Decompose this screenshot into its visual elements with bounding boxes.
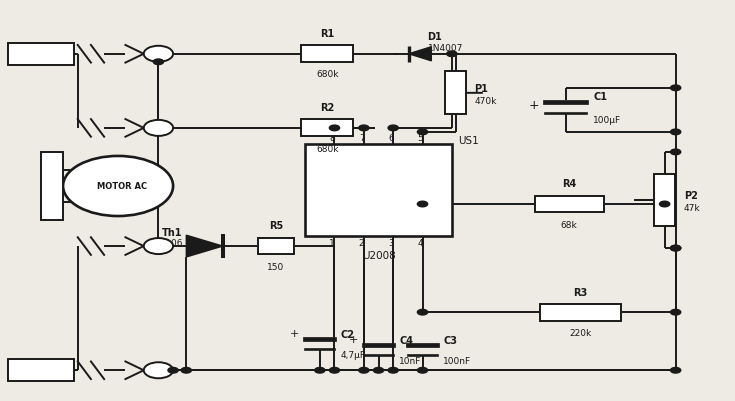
Circle shape <box>359 126 369 132</box>
Text: TIC106: TIC106 <box>151 239 182 248</box>
Circle shape <box>670 150 681 155</box>
Text: 4: 4 <box>155 365 162 375</box>
Text: 220k: 220k <box>569 328 592 337</box>
Circle shape <box>315 368 325 373</box>
FancyBboxPatch shape <box>540 304 620 321</box>
Text: 5: 5 <box>417 134 423 143</box>
Text: US1: US1 <box>458 136 478 146</box>
FancyBboxPatch shape <box>535 196 603 213</box>
Text: 2: 2 <box>359 238 365 247</box>
Polygon shape <box>186 235 223 257</box>
Circle shape <box>154 60 164 65</box>
FancyBboxPatch shape <box>258 238 294 255</box>
Text: 47k: 47k <box>684 203 700 212</box>
FancyBboxPatch shape <box>445 72 466 115</box>
Text: R2: R2 <box>320 103 334 113</box>
Text: ~220V: ~220V <box>26 366 57 375</box>
Text: U2008: U2008 <box>362 251 395 260</box>
FancyBboxPatch shape <box>654 174 675 227</box>
Text: R3: R3 <box>573 287 587 297</box>
Text: 1: 1 <box>155 50 162 60</box>
FancyBboxPatch shape <box>8 359 74 381</box>
Text: 68k: 68k <box>561 220 578 229</box>
Circle shape <box>417 310 428 315</box>
Text: C4: C4 <box>399 335 413 345</box>
Text: 2: 2 <box>155 124 162 134</box>
Circle shape <box>670 130 681 136</box>
Text: +: + <box>348 334 358 344</box>
FancyBboxPatch shape <box>301 120 354 137</box>
Circle shape <box>417 368 428 373</box>
Text: 150: 150 <box>268 262 284 271</box>
Circle shape <box>670 310 681 315</box>
Text: MOTOR AC: MOTOR AC <box>97 182 147 191</box>
Circle shape <box>670 86 681 91</box>
Circle shape <box>417 130 428 136</box>
Text: 3: 3 <box>388 238 394 247</box>
FancyBboxPatch shape <box>301 46 354 63</box>
Text: 100μF: 100μF <box>593 116 622 125</box>
Text: 680k: 680k <box>316 144 338 153</box>
Text: +: + <box>528 99 539 112</box>
Circle shape <box>388 368 398 373</box>
Text: 10nF: 10nF <box>399 356 421 365</box>
Text: R4: R4 <box>562 179 576 189</box>
Circle shape <box>144 239 173 255</box>
Polygon shape <box>409 48 431 62</box>
Circle shape <box>417 202 428 207</box>
Text: Th1: Th1 <box>162 227 182 237</box>
Text: 100nF: 100nF <box>443 356 471 365</box>
Text: C1: C1 <box>593 91 607 101</box>
Text: C3: C3 <box>443 335 457 345</box>
Circle shape <box>447 52 457 57</box>
Text: 1N4007: 1N4007 <box>428 44 463 53</box>
FancyBboxPatch shape <box>305 144 452 237</box>
FancyBboxPatch shape <box>41 152 63 221</box>
Circle shape <box>659 202 670 207</box>
Circle shape <box>144 363 173 378</box>
Circle shape <box>329 368 340 373</box>
Text: 3: 3 <box>155 241 162 251</box>
Text: 4,7μF: 4,7μF <box>340 350 365 359</box>
Circle shape <box>144 47 173 63</box>
Circle shape <box>168 368 178 373</box>
Text: 470k: 470k <box>475 96 497 105</box>
Circle shape <box>63 156 173 217</box>
Circle shape <box>144 121 173 137</box>
Circle shape <box>359 368 369 373</box>
Text: 680k: 680k <box>316 70 338 79</box>
FancyBboxPatch shape <box>8 43 74 66</box>
Circle shape <box>388 126 398 132</box>
Circle shape <box>670 368 681 373</box>
Circle shape <box>670 246 681 251</box>
Text: 1: 1 <box>329 238 335 247</box>
Text: ~220V: ~220V <box>26 50 57 59</box>
Text: P1: P1 <box>475 84 489 94</box>
Text: 8: 8 <box>329 134 335 143</box>
Text: 7: 7 <box>359 134 365 143</box>
Text: P2: P2 <box>684 191 698 200</box>
Text: C2: C2 <box>340 329 354 339</box>
Circle shape <box>373 368 384 373</box>
Circle shape <box>181 368 191 373</box>
Text: 6: 6 <box>388 134 394 143</box>
Circle shape <box>670 246 681 251</box>
Text: +: + <box>290 328 299 338</box>
Text: R5: R5 <box>269 221 283 231</box>
Text: D1: D1 <box>428 32 442 42</box>
Text: 4: 4 <box>417 238 423 247</box>
Text: R1: R1 <box>320 29 334 39</box>
Circle shape <box>329 126 340 132</box>
